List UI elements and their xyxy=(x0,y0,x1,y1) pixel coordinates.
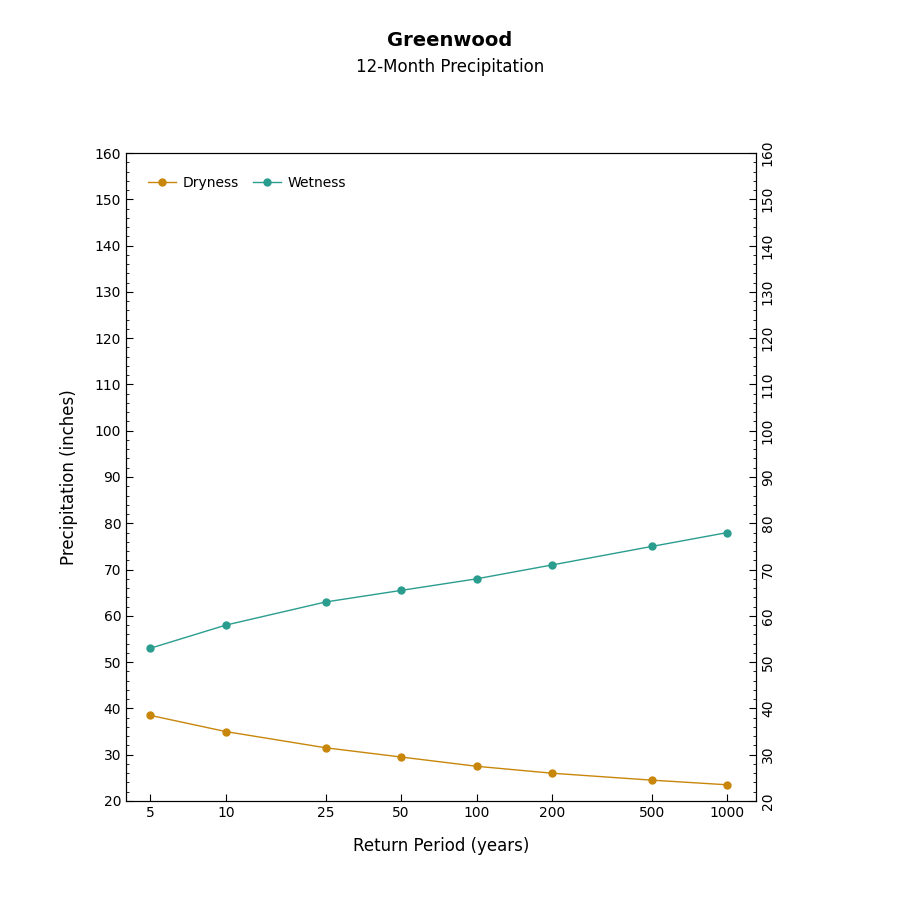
Dryness xyxy=(396,752,407,762)
Dryness xyxy=(320,742,331,753)
Wetness xyxy=(220,620,231,631)
Text: Greenwood: Greenwood xyxy=(387,31,513,50)
Wetness xyxy=(320,597,331,608)
Wetness xyxy=(472,573,482,584)
Line: Wetness: Wetness xyxy=(147,529,731,652)
Text: 12-Month Precipitation: 12-Month Precipitation xyxy=(356,58,544,76)
X-axis label: Return Period (years): Return Period (years) xyxy=(353,836,529,854)
Wetness xyxy=(722,527,733,538)
Wetness xyxy=(546,560,557,571)
Dryness xyxy=(220,726,231,737)
Legend: Dryness, Wetness: Dryness, Wetness xyxy=(143,170,352,195)
Wetness xyxy=(145,643,156,653)
Wetness xyxy=(646,541,657,552)
Wetness xyxy=(396,585,407,596)
Line: Dryness: Dryness xyxy=(147,712,731,788)
Dryness xyxy=(722,779,733,790)
Dryness xyxy=(145,710,156,721)
Dryness xyxy=(646,775,657,786)
Dryness xyxy=(472,760,482,771)
Y-axis label: Precipitation (inches): Precipitation (inches) xyxy=(60,389,78,565)
Dryness xyxy=(546,768,557,778)
